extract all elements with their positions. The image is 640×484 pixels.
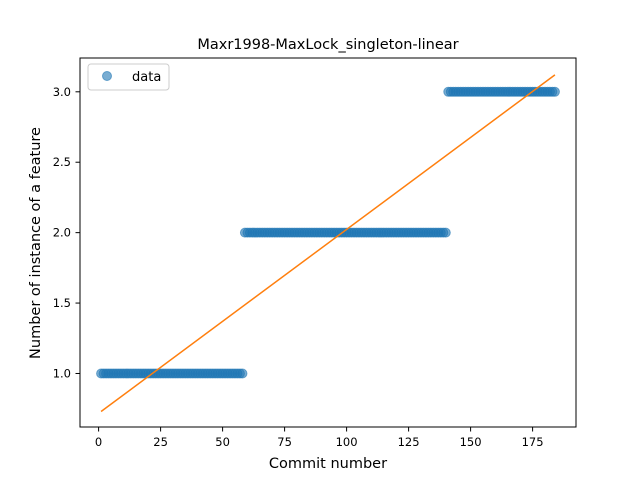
x-tick-label: 100 [336, 435, 358, 449]
fit-line [100, 74, 556, 413]
data-point [440, 227, 451, 238]
data-point [549, 86, 560, 97]
x-tick-label: 125 [398, 435, 420, 449]
x-tick-label: 150 [460, 435, 482, 449]
y-tick-label: 2.5 [53, 155, 71, 169]
x-tick-label: 175 [522, 435, 544, 449]
x-tick-label: 25 [153, 435, 168, 449]
x-tick-label: 75 [277, 435, 292, 449]
y-axis-label: Number of instance of a feature [28, 127, 44, 359]
y-tick-label: 2.0 [53, 226, 71, 240]
axes-frame [79, 57, 577, 428]
legend-label-data: data [132, 70, 161, 85]
chart-title: Maxr1998-MaxLock_singleton-linear [197, 37, 458, 53]
x-axis-label: Commit number [269, 456, 387, 472]
legend-frame [87, 63, 170, 91]
y-tick-label: 1.0 [53, 366, 71, 380]
x-tick-label: 0 [95, 435, 102, 449]
data-point [237, 368, 248, 379]
x-tick-label: 50 [215, 435, 230, 449]
legend-marker-data [102, 71, 112, 81]
y-tick-label: 3.0 [53, 85, 71, 99]
plot-area: 0 25 50 75 100 125 150 175 1.0 1.5 2.0 2.5 3.0 [53, 57, 577, 449]
y-tick-label: 1.5 [53, 296, 71, 310]
legend: data [87, 63, 170, 91]
